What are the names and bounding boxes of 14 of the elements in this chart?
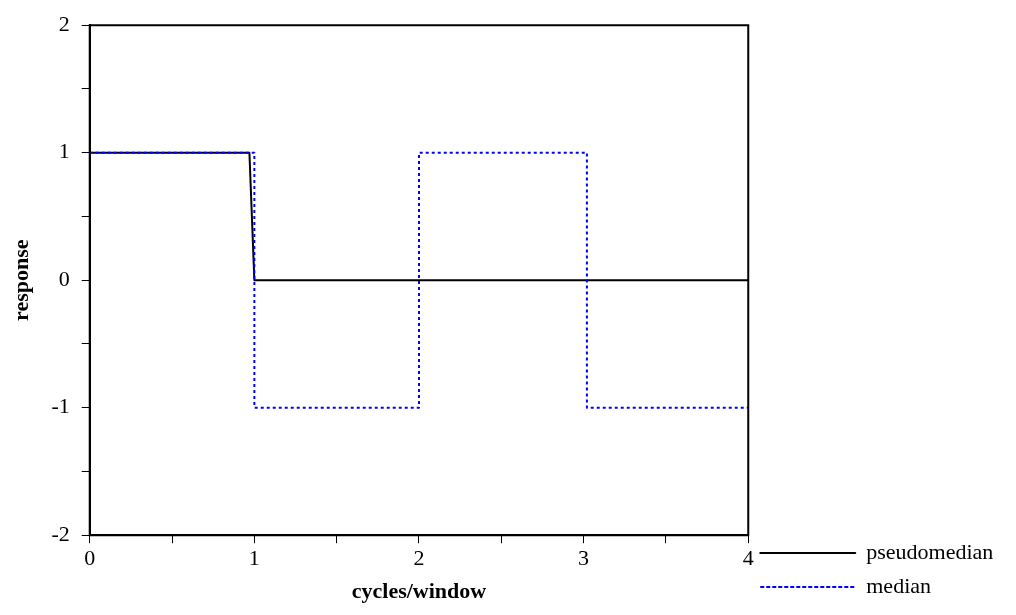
- x-tick-label: 3: [578, 545, 590, 571]
- y-tick-label: 1: [58, 138, 70, 164]
- y-tick-label: 0: [58, 265, 70, 291]
- x-axis-title: cycles/window: [351, 578, 487, 604]
- y-axis-title: response: [7, 239, 33, 321]
- legend-label: median: [866, 572, 932, 598]
- x-tick-label: 2: [413, 545, 425, 571]
- legend-label: pseudomedian: [866, 538, 994, 564]
- y-tick-label: -1: [51, 393, 70, 419]
- x-tick-label: 0: [84, 545, 96, 571]
- x-tick-label: 1: [248, 545, 260, 571]
- y-tick-label: 2: [58, 10, 70, 36]
- x-tick-label: 4: [742, 545, 754, 571]
- y-tick-label: -2: [51, 520, 70, 546]
